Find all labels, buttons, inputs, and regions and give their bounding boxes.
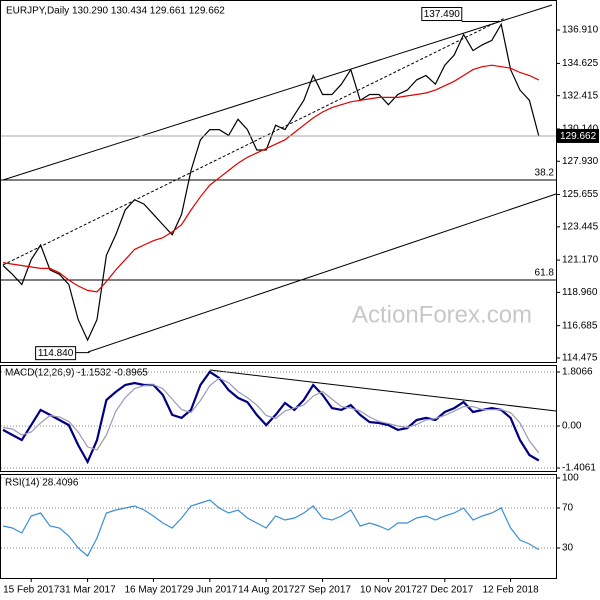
x-tick-label: 16 May 2017 <box>124 585 182 596</box>
y-tick-label: 116.685 <box>562 320 598 331</box>
series-line <box>2 22 540 342</box>
y-tick-label: 100 <box>562 473 579 484</box>
price-panel <box>0 0 557 363</box>
series-line <box>2 499 540 557</box>
y-tick-label: 123.445 <box>562 221 599 232</box>
y-tick-label: 114.475 <box>562 353 598 364</box>
macd-panel <box>0 365 557 472</box>
x-tick-label: 31 Mar 2017 <box>60 585 117 596</box>
series-line <box>2 370 540 465</box>
watermark: ActionForex.com <box>352 301 532 328</box>
y-tick-label: 121.170 <box>562 255 599 266</box>
macd-trendline <box>209 369 557 412</box>
fib-label: 61.8 <box>535 268 555 279</box>
fib-label: 38.2 <box>535 168 555 179</box>
x-tick-label: 29 Jun 2017 <box>182 585 237 596</box>
high-label: 137.490 <box>424 9 461 20</box>
macd-title: MACD(12,26,9) -1.1532 -0.8965 <box>5 368 148 379</box>
y-tick-label: 70 <box>562 503 574 514</box>
y-tick-label: 0.00 <box>562 421 582 432</box>
low-box <box>35 346 77 361</box>
price-title: EURJPY,Daily 130.290 130.434 129.661 129… <box>6 6 225 17</box>
y-tick-label: -1.4061 <box>562 463 596 474</box>
x-tick-label: 12 Feb 2018 <box>483 585 540 596</box>
x-tick-label: 14 Aug 2017 <box>238 585 295 596</box>
rsi-title: RSI(14) 28.4096 <box>5 478 79 489</box>
x-tick-label: 27 Sep 2017 <box>294 585 351 596</box>
high-box <box>421 7 463 22</box>
x-tick-label: 10 Nov 2017 <box>360 585 417 596</box>
x-tick-label: 15 Feb 2017 <box>3 585 60 596</box>
series-line <box>2 377 540 454</box>
channel-upper <box>2 4 553 181</box>
last-value-box <box>557 128 599 143</box>
last-value-label: 129.662 <box>560 131 597 142</box>
rsi-panel <box>0 474 557 579</box>
series-line <box>2 64 540 293</box>
channel-lower <box>87 193 557 353</box>
y-tick-label: 30 <box>562 543 574 554</box>
y-tick-label: 118.960 <box>562 287 598 298</box>
x-tick-label: 27 Dec 2017 <box>416 585 473 596</box>
y-tick-label: 132.415 <box>562 90 599 101</box>
y-tick-label: 134.625 <box>562 58 599 69</box>
y-tick-label: 127.930 <box>562 156 599 167</box>
y-tick-label: 136.910 <box>562 25 599 36</box>
y-tick-label: 1.8066 <box>562 367 593 378</box>
channel-mid <box>2 17 506 266</box>
y-tick-label: 125.655 <box>562 189 599 200</box>
low-label: 114.840 <box>38 348 74 359</box>
